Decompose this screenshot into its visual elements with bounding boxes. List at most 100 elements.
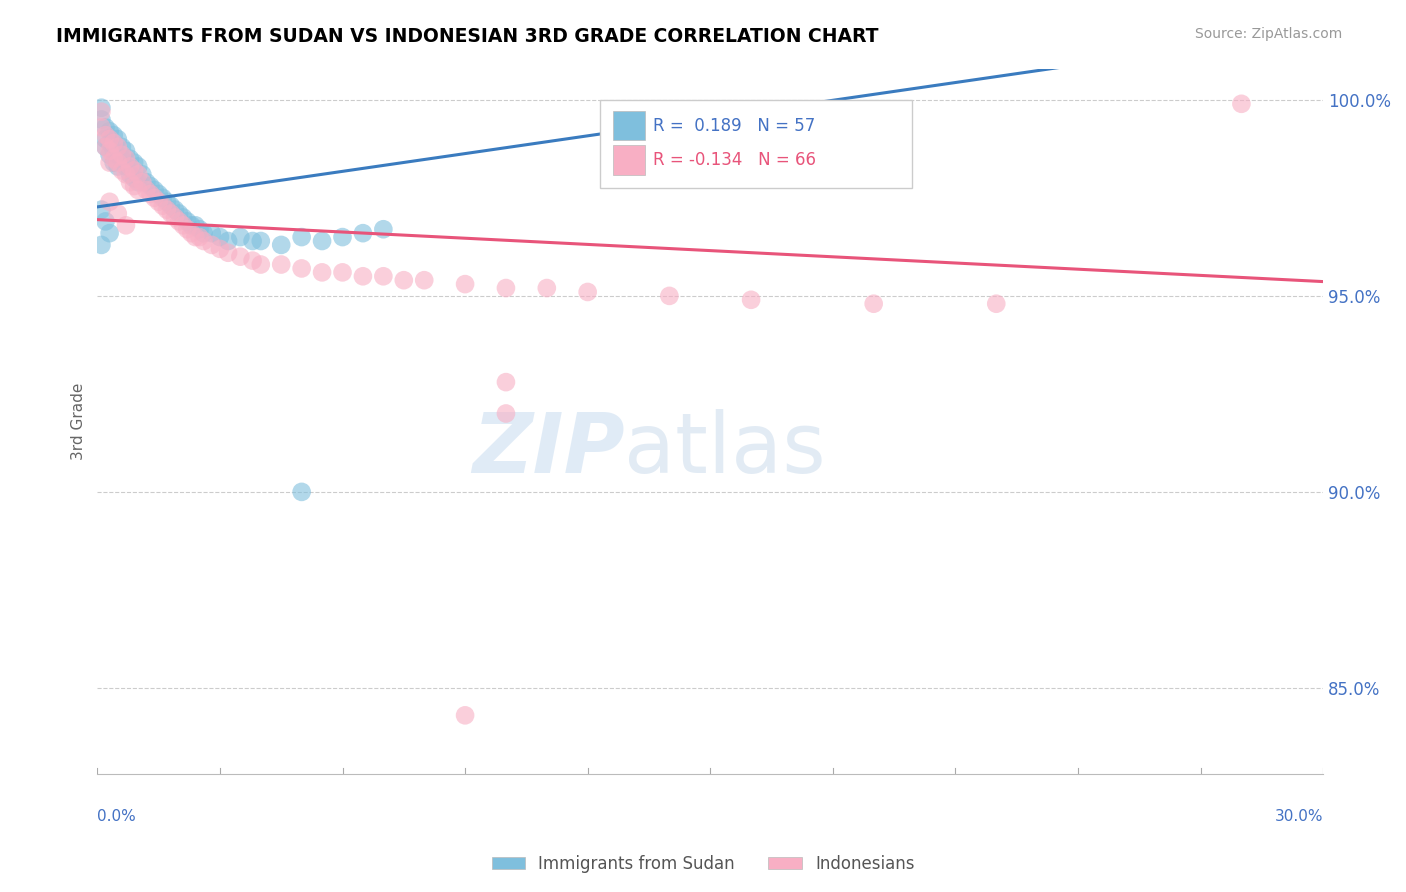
Point: [90, 101, 112, 115]
Legend: Immigrants from Sudan, Indonesians: Immigrants from Sudan, Indonesians: [485, 848, 921, 880]
Point: [103, 144, 125, 158]
Point: [98, 155, 121, 169]
Point: [249, 258, 271, 272]
Point: [1230, 96, 1253, 111]
Point: [115, 160, 138, 174]
Point: [98, 194, 121, 209]
Point: [127, 167, 149, 181]
Point: [495, 407, 517, 421]
Point: [90, 202, 112, 217]
Point: [217, 234, 239, 248]
Point: [332, 265, 354, 279]
Point: [107, 148, 129, 162]
Point: [176, 214, 198, 228]
Point: [152, 191, 174, 205]
Point: [118, 160, 141, 174]
Point: [249, 234, 271, 248]
Point: [98, 144, 121, 158]
Point: [986, 297, 1008, 311]
Point: [122, 155, 145, 169]
Point: [122, 171, 145, 186]
Point: [536, 281, 558, 295]
Point: [98, 148, 121, 162]
Point: [242, 234, 264, 248]
Point: [495, 375, 517, 389]
Point: [131, 175, 153, 189]
Point: [94, 120, 117, 135]
Point: [291, 484, 314, 499]
Point: [118, 152, 141, 166]
Point: [270, 258, 292, 272]
Point: [103, 136, 125, 150]
Point: [94, 132, 117, 146]
Point: [115, 152, 138, 166]
Point: [156, 202, 179, 217]
Point: [862, 297, 884, 311]
Point: [311, 234, 333, 248]
Text: atlas: atlas: [624, 409, 827, 490]
Point: [90, 104, 112, 119]
Point: [392, 273, 415, 287]
Point: [111, 163, 134, 178]
Point: [576, 285, 599, 299]
Point: [188, 230, 211, 244]
Point: [107, 160, 129, 174]
Point: [454, 277, 477, 292]
Point: [127, 175, 149, 189]
Point: [111, 148, 134, 162]
Text: IMMIGRANTS FROM SUDAN VS INDONESIAN 3RD GRADE CORRELATION CHART: IMMIGRANTS FROM SUDAN VS INDONESIAN 3RD …: [56, 27, 879, 45]
Point: [373, 269, 395, 284]
Point: [127, 160, 149, 174]
Point: [172, 211, 194, 225]
Point: [98, 132, 121, 146]
Text: 30.0%: 30.0%: [1275, 809, 1323, 824]
Point: [90, 120, 112, 135]
Point: [160, 199, 183, 213]
Point: [139, 179, 162, 194]
Point: [94, 140, 117, 154]
Point: [122, 179, 145, 194]
Point: [176, 222, 198, 236]
Point: [107, 206, 129, 220]
Point: [118, 175, 141, 189]
Text: R =  0.189   N = 57: R = 0.189 N = 57: [652, 117, 815, 135]
Point: [208, 242, 231, 256]
Point: [658, 289, 681, 303]
Point: [242, 253, 264, 268]
Point: [163, 211, 186, 225]
Point: [193, 226, 215, 240]
Text: Source: ZipAtlas.com: Source: ZipAtlas.com: [1195, 27, 1343, 41]
Point: [156, 194, 179, 209]
Point: [139, 186, 162, 201]
FancyBboxPatch shape: [613, 145, 645, 175]
Text: ZIP: ZIP: [472, 409, 624, 490]
Point: [229, 250, 252, 264]
Point: [90, 238, 112, 252]
Point: [98, 136, 121, 150]
Point: [111, 140, 134, 154]
Point: [740, 293, 762, 307]
Point: [413, 273, 436, 287]
Point: [217, 245, 239, 260]
Point: [180, 219, 202, 233]
Point: [94, 214, 117, 228]
FancyBboxPatch shape: [600, 100, 912, 188]
Point: [111, 152, 134, 166]
Point: [188, 222, 211, 236]
Point: [143, 191, 166, 205]
Point: [291, 230, 314, 244]
Point: [94, 128, 117, 143]
Point: [163, 202, 186, 217]
Point: [98, 226, 121, 240]
Point: [172, 219, 194, 233]
Point: [184, 219, 207, 233]
Point: [127, 183, 149, 197]
Point: [311, 265, 333, 279]
Point: [184, 230, 207, 244]
Point: [332, 230, 354, 244]
Point: [94, 140, 117, 154]
Point: [107, 155, 129, 169]
Point: [103, 155, 125, 169]
Point: [107, 140, 129, 154]
Point: [118, 167, 141, 181]
